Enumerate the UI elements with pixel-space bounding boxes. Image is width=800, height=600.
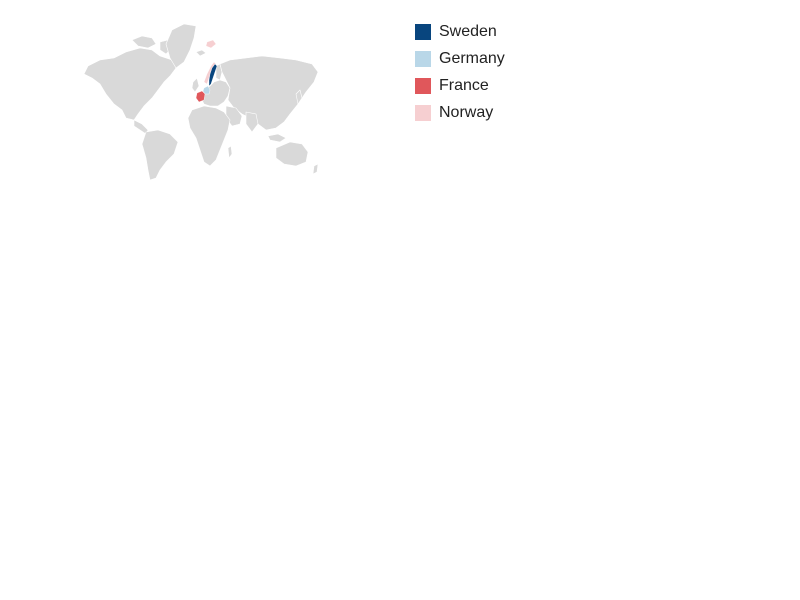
legend-item: Sweden <box>415 18 505 45</box>
new-zealand-shape <box>312 163 319 175</box>
map-legend: Sweden Germany France Norway <box>415 18 505 126</box>
africa-shape <box>187 105 231 167</box>
legend-swatch-sweden <box>415 23 431 40</box>
south-america-shape <box>141 129 179 181</box>
north-america-shape <box>83 47 177 121</box>
svalbard-country <box>205 39 217 49</box>
japan-shape <box>295 89 303 105</box>
uk-shape <box>191 77 200 93</box>
france-country <box>195 90 206 103</box>
sweden-country <box>208 63 218 87</box>
australia-shape <box>275 141 309 167</box>
legend-swatch-germany <box>415 50 431 67</box>
madagascar-shape <box>227 145 233 159</box>
greenland-shape <box>165 23 197 69</box>
legend-item: Germany <box>415 45 505 72</box>
world-map-svg <box>83 23 319 181</box>
legend-swatch-france <box>415 77 431 94</box>
iceland-shape <box>195 49 207 57</box>
legend-item: Norway <box>415 99 505 126</box>
indonesia-shape <box>267 133 287 143</box>
india-shape <box>245 111 259 133</box>
legend-label-norway: Norway <box>439 103 494 121</box>
legend-label-france: France <box>439 76 489 94</box>
finland-shape <box>215 63 223 81</box>
legend-item: France <box>415 72 505 99</box>
arctic-islands-shape <box>131 35 157 49</box>
legend-swatch-norway <box>415 104 431 121</box>
asia-shape <box>219 55 319 131</box>
germany-country <box>202 85 211 95</box>
legend-label-sweden: Sweden <box>439 22 497 40</box>
legend-label-germany: Germany <box>439 49 505 67</box>
world-map <box>80 20 320 182</box>
